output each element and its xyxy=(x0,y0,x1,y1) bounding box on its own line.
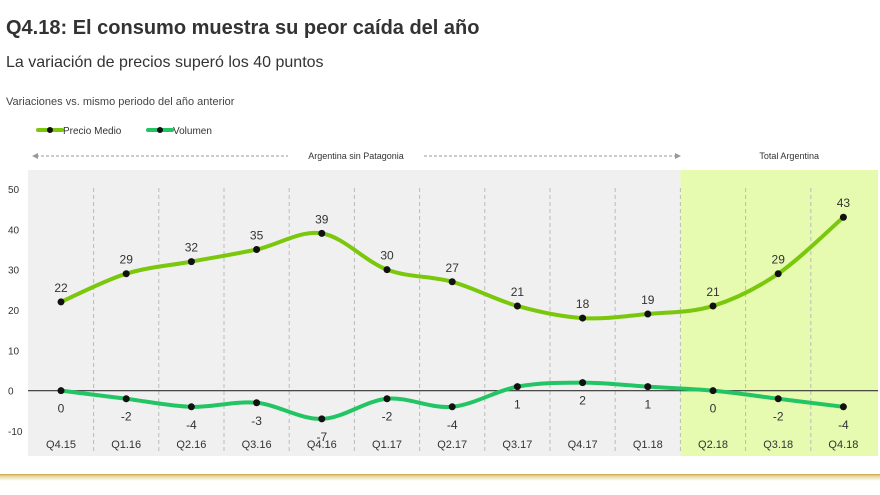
x-tick-label: Q1.16 xyxy=(111,439,141,451)
footer-band xyxy=(0,474,880,495)
chart-note: Variaciones vs. mismo periodo del año an… xyxy=(6,96,235,108)
data-point xyxy=(774,270,782,278)
data-label: 30 xyxy=(380,249,394,263)
y-tick-label: 10 xyxy=(8,346,20,357)
data-label: -4 xyxy=(447,418,458,432)
data-label: 32 xyxy=(185,241,199,255)
data-point xyxy=(513,383,521,391)
x-tick-label: Q1.17 xyxy=(372,439,402,451)
x-tick-label: Q3.16 xyxy=(242,439,272,451)
data-point xyxy=(644,310,652,318)
data-label: -4 xyxy=(838,418,849,432)
data-point xyxy=(253,246,261,253)
x-tick-label: Q4.15 xyxy=(46,439,76,451)
region-label-b: Total Argentina xyxy=(759,151,819,161)
data-label: 27 xyxy=(446,261,460,275)
legend-marker xyxy=(157,127,163,133)
data-label: -2 xyxy=(773,410,784,424)
region-arrow-head xyxy=(32,153,38,159)
data-point xyxy=(579,314,587,322)
x-tick-label: Q2.16 xyxy=(176,439,206,451)
x-tick-label: Q2.18 xyxy=(698,439,728,451)
data-point xyxy=(318,415,326,423)
data-point xyxy=(253,399,261,407)
data-point xyxy=(318,229,326,237)
data-point xyxy=(122,270,130,278)
data-point xyxy=(448,278,456,286)
x-tick-label: Q1.18 xyxy=(633,439,663,451)
y-tick-label: -10 xyxy=(8,427,23,438)
x-tick-label: Q3.18 xyxy=(763,439,793,451)
data-label: 0 xyxy=(710,402,717,416)
x-tick-label: Q4.16 xyxy=(307,439,337,451)
data-label: 21 xyxy=(706,285,720,299)
x-tick-label: Q4.18 xyxy=(828,439,858,451)
data-label: 1 xyxy=(644,398,651,412)
data-label: 43 xyxy=(837,196,851,210)
data-label: -2 xyxy=(121,410,132,424)
x-tick-label: Q3.17 xyxy=(502,439,532,451)
data-label: 2 xyxy=(579,394,586,408)
data-label: 29 xyxy=(120,253,134,267)
data-point xyxy=(709,387,717,395)
legend-marker xyxy=(47,127,53,133)
data-label: 18 xyxy=(576,297,590,311)
page-title: Q4.18: El consumo muestra su peor caída … xyxy=(6,17,480,39)
data-point xyxy=(709,302,717,310)
data-point xyxy=(122,395,130,403)
data-label: 1 xyxy=(514,398,521,412)
data-label: 22 xyxy=(54,281,68,295)
y-tick-label: 0 xyxy=(8,387,14,398)
data-point xyxy=(383,266,391,274)
data-label: 0 xyxy=(58,402,65,416)
data-point xyxy=(57,298,65,306)
page-subtitle: La variación de precios superó los 40 pu… xyxy=(6,54,324,71)
data-point xyxy=(187,258,195,266)
legend-label: Volumen xyxy=(173,126,212,137)
y-tick-label: 30 xyxy=(8,266,20,277)
data-point xyxy=(187,403,195,411)
y-tick-label: 50 xyxy=(8,185,20,196)
data-point xyxy=(839,213,847,221)
data-label: -7 xyxy=(316,430,327,444)
data-point xyxy=(448,403,456,411)
data-label: -4 xyxy=(186,418,197,432)
region-arrow-head xyxy=(675,153,681,159)
data-point xyxy=(579,379,587,387)
region-label-a: Argentina sin Patagonia xyxy=(308,151,404,161)
data-point xyxy=(644,383,652,391)
y-tick-label: 20 xyxy=(8,306,20,317)
data-label: 35 xyxy=(250,229,264,243)
data-point xyxy=(57,387,65,395)
data-label: 21 xyxy=(511,285,525,299)
data-point xyxy=(513,302,521,310)
data-point xyxy=(774,395,782,403)
data-label: -2 xyxy=(382,410,393,424)
x-tick-label: Q4.17 xyxy=(568,439,598,451)
data-label: 39 xyxy=(315,212,329,226)
data-label: -3 xyxy=(251,414,262,428)
data-point xyxy=(383,395,391,403)
y-tick-label: 40 xyxy=(8,225,20,236)
x-tick-label: Q2.17 xyxy=(437,439,467,451)
data-label: 29 xyxy=(772,253,786,267)
data-label: 19 xyxy=(641,293,655,307)
legend-label: Precio Medio xyxy=(63,126,122,137)
data-point xyxy=(839,403,847,411)
